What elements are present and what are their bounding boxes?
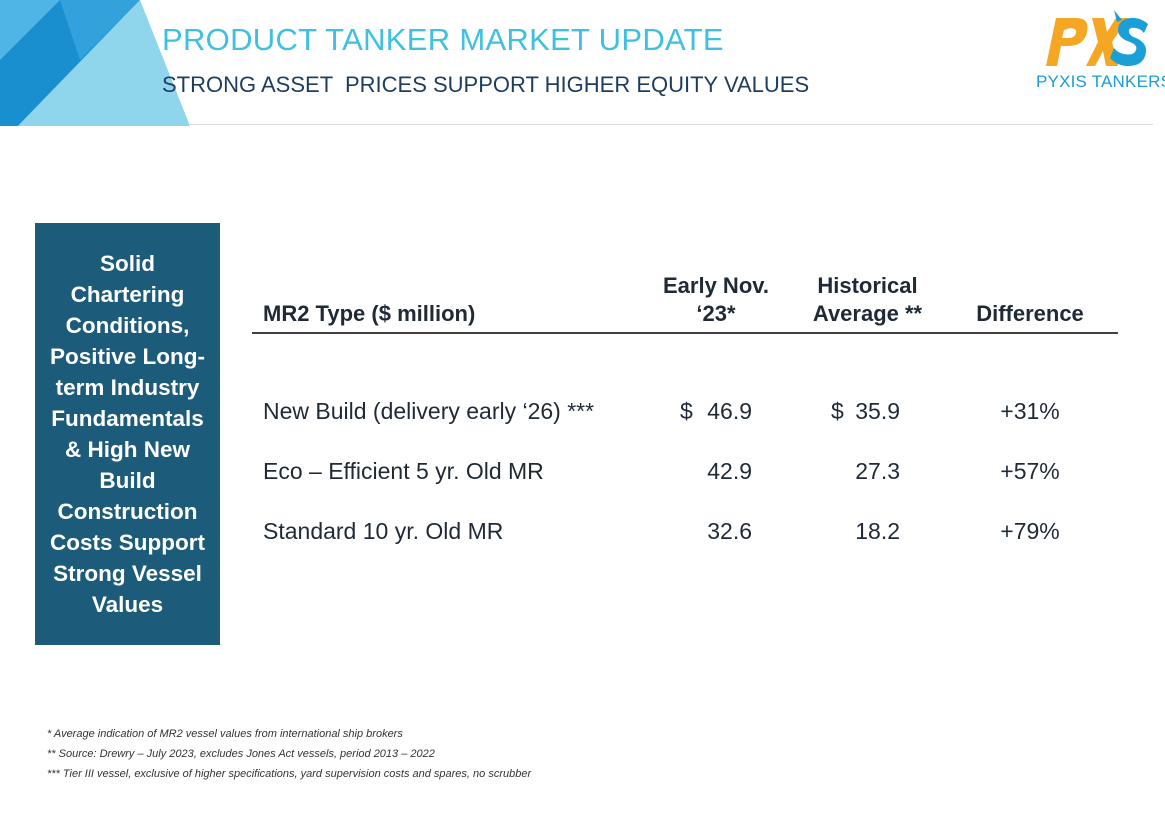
table-row: Standard 10 yr. Old MR 32.6 18.2 +79% (250, 518, 1118, 578)
table-row: Eco – Efficient 5 yr. Old MR 42.9 27.3 +… (250, 458, 1118, 518)
header-early-nov: Early Nov. ‘23* (646, 272, 786, 328)
row-name: Standard 10 yr. Old MR (263, 518, 504, 544)
table-header: MR2 Type ($ million) Early Nov. ‘23* His… (250, 270, 1118, 332)
header-early-nov-line1: Early Nov. (663, 273, 769, 298)
row-difference: +57% (1000, 458, 1060, 484)
row-historical-value: 18.2 (855, 518, 900, 544)
corner-decoration (0, 0, 190, 126)
footnotes: * Average indication of MR2 vessel value… (47, 724, 531, 784)
header-early-nov-line2: ‘23* (696, 301, 736, 326)
page-title: PRODUCT TANKER MARKET UPDATE (162, 22, 724, 57)
row-early-value: 32.6 (707, 518, 752, 544)
header-difference: Difference (976, 301, 1084, 326)
logo-company-name: PYXIS TANKERS (1036, 72, 1165, 91)
footnote: *** Tier III vessel, exclusive of higher… (47, 768, 532, 780)
header-historical-line2: Average ** (812, 301, 923, 326)
row-historical-currency: $ (831, 398, 844, 424)
footnote: * Average indication of MR2 vessel value… (47, 728, 403, 740)
header-historical-line1: Historical (817, 273, 918, 298)
header-divider (190, 124, 1153, 125)
row-name: Eco – Efficient 5 yr. Old MR (263, 458, 544, 484)
row-historical-value: 35.9 (855, 398, 900, 424)
row-early-currency: $ (680, 398, 693, 424)
side-panel: Solid Chartering Conditions, Positive Lo… (35, 223, 220, 645)
pxs-logo-mark (1046, 10, 1148, 66)
row-difference: +31% (1000, 398, 1060, 424)
table-row: New Build (delivery early ‘26) *** $ 46.… (250, 398, 1118, 458)
side-panel-text: Solid Chartering Conditions, Positive Lo… (49, 251, 205, 617)
row-historical-value: 27.3 (855, 458, 900, 484)
row-name: New Build (delivery early ‘26) *** (263, 398, 595, 424)
row-early-value: 46.9 (707, 398, 752, 424)
table-header-rule (252, 332, 1118, 334)
company-logo: PYXIS TANKERS (1036, 10, 1165, 92)
footnote: ** Source: Drewry – July 2023, excludes … (47, 748, 435, 760)
row-difference: +79% (1000, 518, 1060, 544)
header-mr2-type: MR2 Type ($ million) (263, 301, 476, 326)
row-early-value: 42.9 (707, 458, 752, 484)
header-historical-average: Historical Average ** (795, 272, 940, 328)
page-subtitle: STRONG ASSET PRICES SUPPORT HIGHER EQUIT… (162, 72, 810, 97)
table-body: New Build (delivery early ‘26) *** $ 46.… (250, 398, 1118, 578)
vessel-value-table: MR2 Type ($ million) Early Nov. ‘23* His… (250, 270, 1118, 578)
